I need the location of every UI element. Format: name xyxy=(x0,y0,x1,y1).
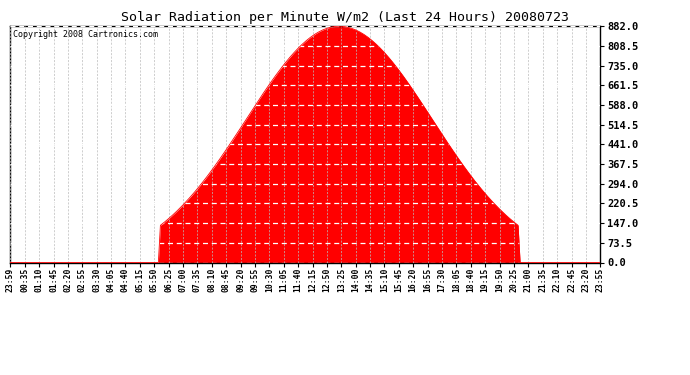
Text: Solar Radiation per Minute W/m2 (Last 24 Hours) 20080723: Solar Radiation per Minute W/m2 (Last 24… xyxy=(121,11,569,24)
Text: Copyright 2008 Cartronics.com: Copyright 2008 Cartronics.com xyxy=(13,30,158,39)
